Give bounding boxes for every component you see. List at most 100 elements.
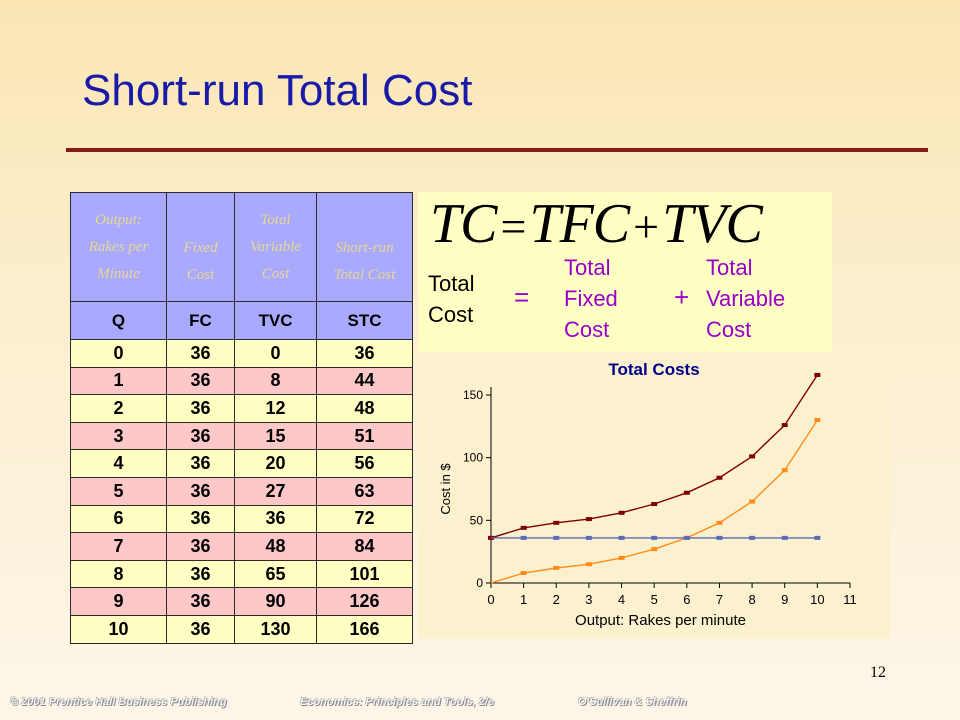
word-total-fixed-cost: Total Fixed Cost — [564, 255, 618, 342]
footer-authors: O'Sullivan & Sheffrin — [578, 696, 687, 708]
table-cell: 36 — [166, 532, 235, 561]
table-row: 0 36 0 36 — [70, 339, 413, 368]
total-costs-chart: Total Costs 0 50 100 150 0 1 2 3 4 5 6 7 8 9 10 11 Output… — [418, 353, 890, 639]
table-cell: 10 — [70, 614, 167, 644]
footer-copyright: © 2001 Prentice Hall Business Publishing — [10, 696, 227, 708]
chart-svg: Total Costs 0 50 100 150 0 1 2 3 4 5 6 7 8 9 10 11 Output… — [438, 360, 857, 629]
series-1-marker — [716, 520, 723, 525]
series-2-marker — [781, 535, 788, 540]
x-tick-label: 6 — [683, 592, 690, 607]
header-output: Output: Rakes per Minute — [70, 192, 167, 302]
series-1-marker — [585, 562, 592, 567]
x-tick-label: 8 — [748, 592, 755, 607]
table-cell: 27 — [234, 476, 317, 506]
word-total-variable-cost: Total Variable Cost — [706, 255, 786, 342]
y-tick-label: 50 — [470, 513, 484, 527]
x-tick-label: 9 — [781, 592, 788, 607]
table-cell: 36 — [166, 421, 235, 451]
table-cell: 1 — [70, 366, 167, 396]
y-axis-label: Cost in $ — [438, 463, 453, 515]
subheader-fc: FC — [166, 301, 235, 340]
x-tick-label: 0 — [487, 592, 494, 607]
table-cell: 65 — [234, 559, 317, 589]
table-cell: 130 — [234, 614, 317, 644]
series-2-marker — [749, 535, 756, 540]
table-subheader-row: Q FC TVC STC — [70, 301, 413, 340]
table-cell: 48 — [316, 394, 413, 423]
y-tick-label: 100 — [463, 451, 483, 465]
series-1-marker — [618, 555, 625, 560]
table-cell: 44 — [316, 366, 413, 396]
table-cell: 36 — [166, 587, 235, 616]
chart-title: Total Costs — [608, 360, 699, 379]
header-fixed-cost: Fixed Cost — [166, 192, 235, 302]
table-row: 7 36 48 84 — [70, 532, 413, 561]
word-plus: + — [674, 282, 690, 312]
series-1-marker — [520, 570, 527, 575]
series-0-marker — [520, 525, 527, 530]
table-cell: 2 — [70, 394, 167, 423]
table-cell: 166 — [316, 614, 413, 644]
series-2-marker — [585, 535, 592, 540]
table-row: 10 36 130 166 — [70, 614, 413, 644]
table-cell: 8 — [70, 559, 167, 589]
x-tick-label: 11 — [843, 592, 857, 607]
equation-formula: TC=TFC+TVC — [430, 192, 830, 255]
table-cell: 5 — [70, 476, 167, 506]
table-cell: 36 — [166, 394, 235, 423]
table-cell: 48 — [234, 532, 317, 561]
table-cell: 9 — [70, 587, 167, 616]
formula-plus: + — [633, 201, 659, 252]
table-cell: 90 — [234, 587, 317, 616]
table-cell: 72 — [316, 504, 413, 534]
subheader-tvc: TVC — [234, 301, 317, 340]
table-cell: 126 — [316, 587, 413, 616]
x-axis-label: Output: Rakes per minute — [575, 612, 746, 629]
table-cell: 36 — [166, 339, 235, 368]
series-0-marker — [749, 454, 756, 459]
table-cell: 0 — [70, 339, 167, 368]
series-2-marker — [553, 535, 560, 540]
series-2-marker — [520, 535, 527, 540]
series-0-marker — [781, 423, 788, 428]
formula-tc: TC — [430, 193, 497, 255]
subheader-stc: STC — [316, 301, 413, 340]
table-row: 2 36 12 48 — [70, 394, 413, 423]
header-short-run-total-cost: Short-run Total Cost — [316, 192, 413, 302]
x-tick-label: 10 — [810, 592, 824, 607]
series-line-0 — [490, 374, 818, 539]
table-row: 1 36 8 44 — [70, 366, 413, 396]
series-2-marker — [683, 535, 690, 540]
table-cell: 0 — [234, 339, 317, 368]
series-0-marker — [585, 517, 592, 522]
series-2-marker — [618, 535, 625, 540]
x-tick-label: 1 — [520, 592, 527, 607]
word-total-cost: Total Cost — [428, 271, 475, 327]
table-cell: 56 — [316, 449, 413, 478]
series-1-marker — [651, 547, 658, 552]
table-cell: 84 — [316, 532, 413, 561]
series-0-marker — [683, 490, 690, 495]
table-cell: 36 — [166, 476, 235, 506]
y-tick-label: 150 — [463, 388, 483, 402]
table-cell: 6 — [70, 504, 167, 534]
header-total-variable-cost: Total Variable Cost — [234, 192, 317, 302]
table-cell: 4 — [70, 449, 167, 478]
table-row: 8 36 65 101 — [70, 559, 413, 589]
table-cell: 36 — [166, 449, 235, 478]
table-cell: 36 — [166, 366, 235, 396]
series-line-1 — [490, 419, 818, 584]
table-row: 5 36 27 63 — [70, 476, 413, 506]
title-divider — [66, 148, 928, 152]
table-cell: 51 — [316, 421, 413, 451]
table-cell: 36 — [234, 504, 317, 534]
page-number: 12 — [870, 664, 886, 681]
x-tick-label: 7 — [716, 592, 723, 607]
table-cell: 8 — [234, 366, 317, 396]
series-0-marker — [716, 475, 723, 480]
series-2-marker — [814, 535, 821, 540]
formula-equals: = — [500, 201, 527, 252]
table-row: 4 36 20 56 — [70, 449, 413, 478]
table-cell: 63 — [316, 476, 413, 506]
table-cell: 12 — [234, 394, 317, 423]
